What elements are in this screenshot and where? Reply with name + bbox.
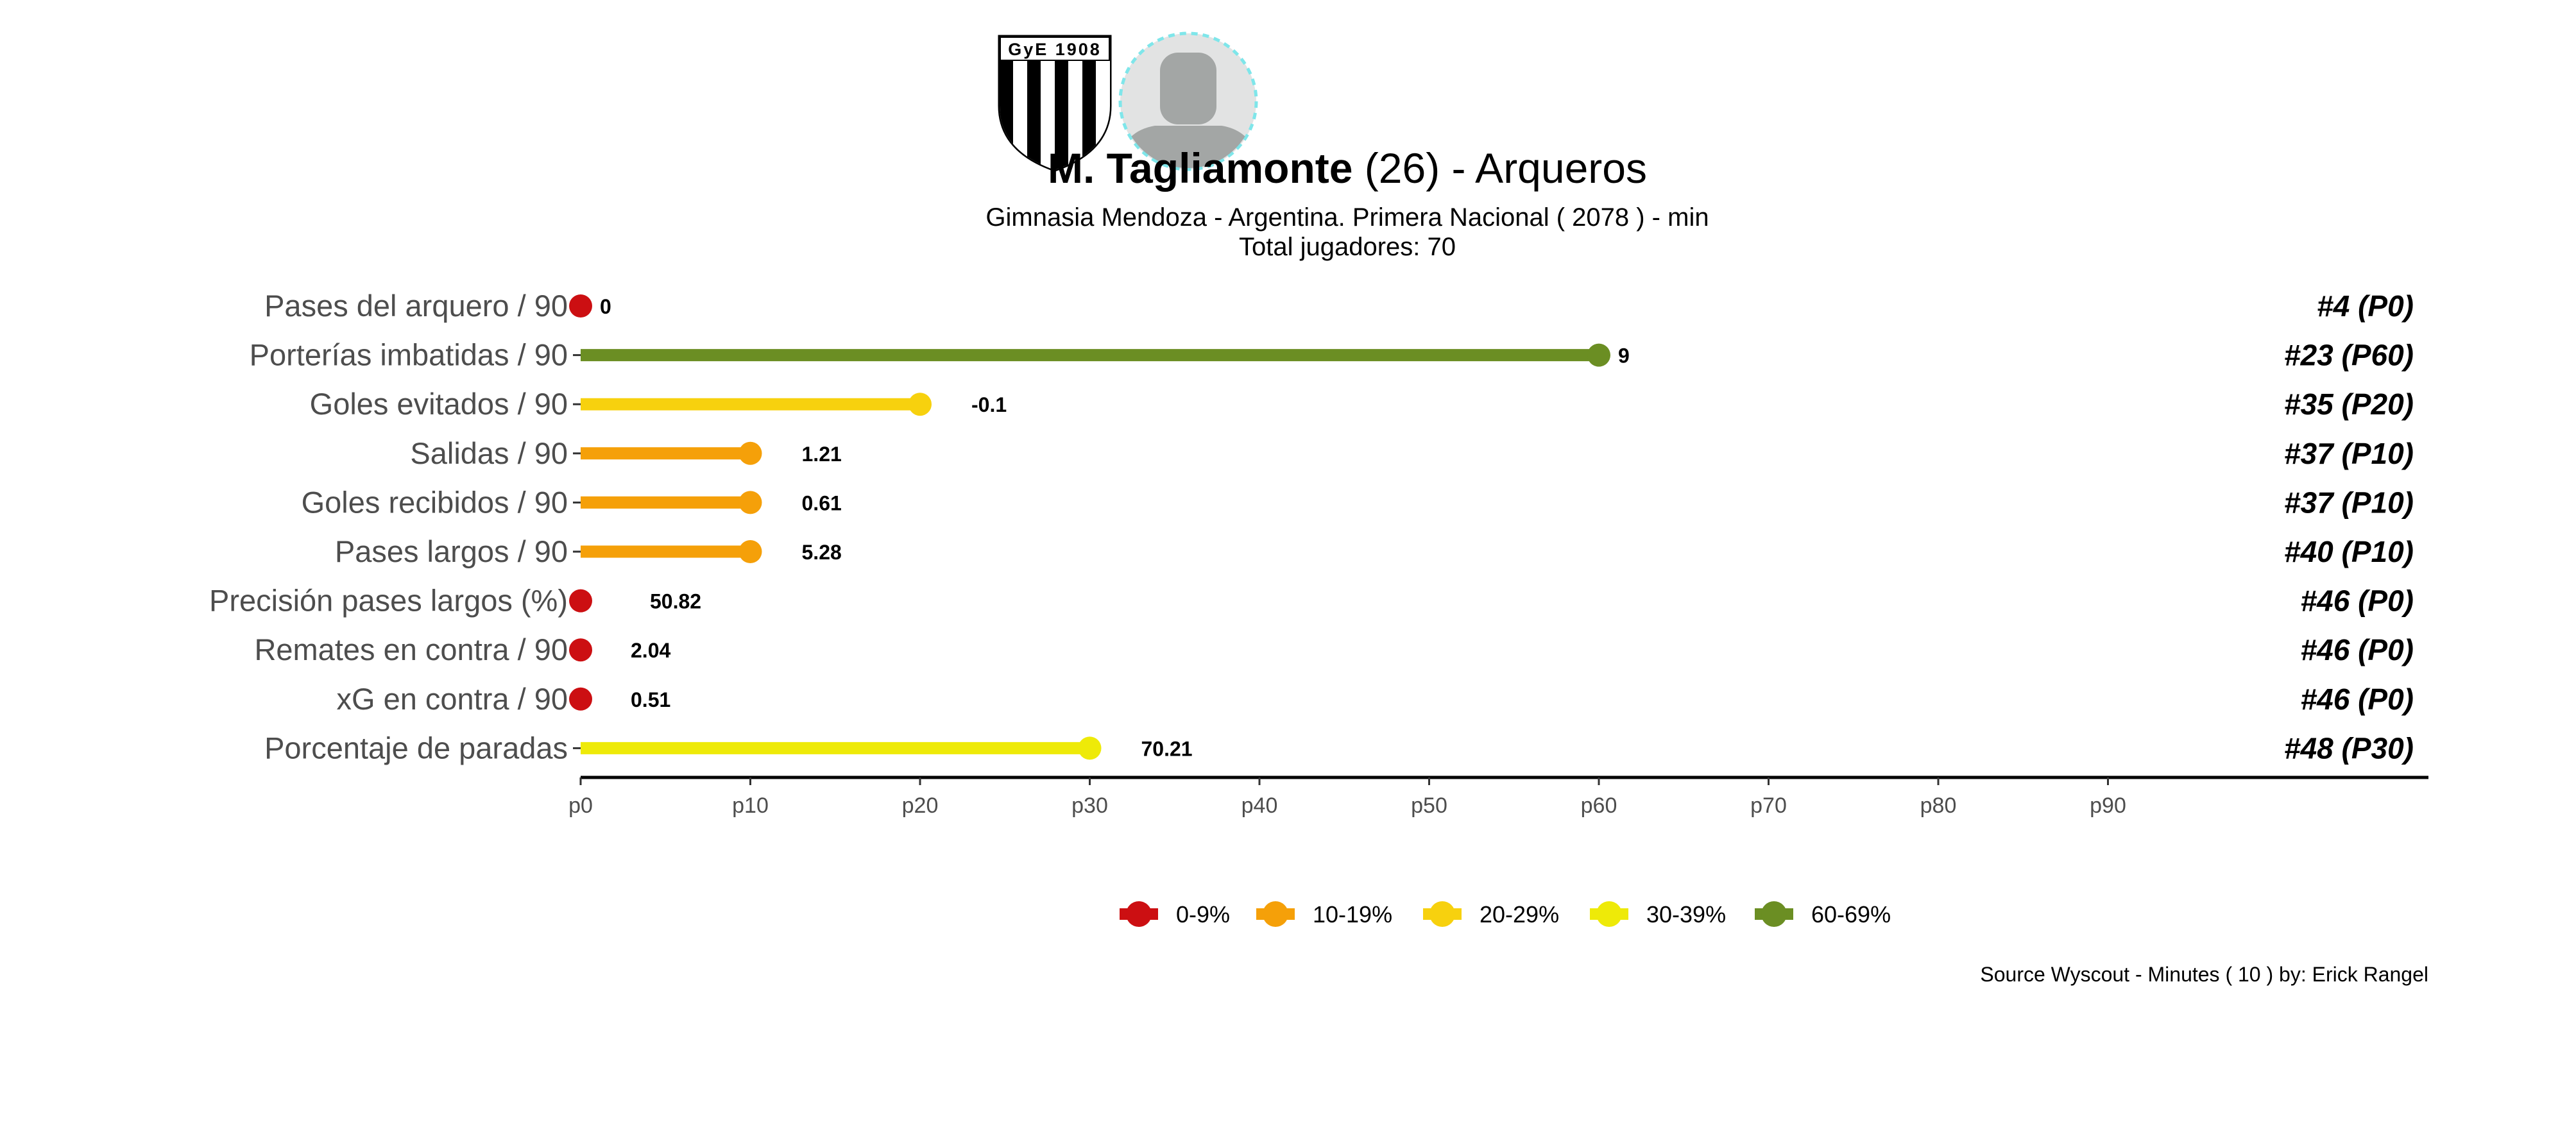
x-tick-label: p80 [1920, 793, 1957, 818]
metric-value: 0.51 [631, 688, 670, 711]
metric-row: Goles evitados / 90 -0.1 #35 (P20) [310, 387, 2414, 421]
lollipop-point [569, 638, 592, 662]
metric-label: Porcentaje de paradas [264, 731, 568, 765]
chart-title: M. Tagliamonte (26) - Arqueros Gimnasia … [985, 144, 1709, 261]
source-caption: Source Wyscout - Minutes ( 10 ) by: Eric… [1980, 963, 2428, 986]
club-shield-text: GyE 1908 [1008, 40, 1102, 59]
legend-item: 0-9% [1120, 901, 1230, 928]
player-avatar [1118, 31, 1258, 171]
x-tick-label: p50 [1411, 793, 1447, 818]
metric-rank: #37 (P10) [2284, 437, 2414, 470]
legend-label: 30-39% [1646, 901, 1726, 928]
total-players: Total jugadores: 70 [1239, 233, 1456, 261]
metric-row: Remates en contra / 90 2.04 #46 (P0) [254, 632, 2414, 666]
x-tick-label: p40 [1241, 793, 1278, 818]
x-tick-label: p10 [732, 793, 769, 818]
x-tick-label: p30 [1071, 793, 1108, 818]
metric-value: 50.82 [650, 590, 701, 613]
lollipop-point [569, 589, 592, 613]
metric-label: Salidas / 90 [410, 436, 568, 470]
metric-value: 0.61 [802, 491, 842, 514]
metric-row: Pases largos / 90 5.28 #40 (P10) [335, 534, 2414, 568]
legend-swatch-point [1429, 901, 1455, 927]
legend-label: 20-29% [1480, 901, 1559, 928]
lollipop-point [738, 441, 762, 465]
metric-rank: #46 (P0) [2301, 682, 2414, 716]
lollipop-point [1078, 736, 1102, 760]
metric-rank: #37 (P10) [2284, 486, 2414, 519]
metric-value: 0 [600, 295, 611, 318]
metric-value: 2.04 [631, 639, 670, 662]
metric-rank: #40 (P10) [2284, 535, 2414, 568]
lollipop-point [569, 687, 592, 711]
metric-value: 70.21 [1141, 737, 1193, 760]
metric-row: Porcentaje de paradas 70.21 #48 (P30) [264, 731, 2414, 765]
metric-label: Porterías imbatidas / 90 [250, 338, 568, 372]
legend-swatch-point [1596, 901, 1622, 927]
legend-item: 20-29% [1423, 901, 1559, 928]
legend-item: 60-69% [1755, 901, 1891, 928]
legend-swatch-point [1263, 901, 1288, 927]
metric-label: Precisión pases largos (%) [209, 584, 568, 618]
metric-label: xG en contra / 90 [336, 682, 568, 716]
metric-value: 1.21 [802, 443, 842, 466]
metric-row: xG en contra / 90 0.51 #46 (P0) [336, 682, 2414, 716]
metric-rank: #46 (P0) [2301, 584, 2414, 618]
legend-item: 10-19% [1256, 901, 1392, 928]
legend-swatch-point [1761, 901, 1787, 927]
svg-text:M. Tagliamonte (26) - Arquero: M. Tagliamonte (26) - Arqueros [1048, 144, 1647, 192]
lollipop-point [738, 540, 762, 563]
chart-subtitle: Gimnasia Mendoza - Argentina. Primera Na… [985, 203, 1709, 232]
plot-area: p0 p10 p20 p30 p40 p50 p60 p70 p80 p90 Pases del a… [209, 289, 2428, 818]
x-tick-label: p0 [568, 793, 593, 818]
legend-item: 30-39% [1590, 901, 1726, 928]
metric-label: Pases del arquero / 90 [264, 289, 568, 323]
legend-swatch-point [1126, 901, 1152, 927]
metric-rank: #4 (P0) [2317, 289, 2414, 323]
metric-rank: #23 (P60) [2284, 339, 2414, 372]
metric-label: Goles recibidos / 90 [302, 485, 568, 519]
metric-row: Porterías imbatidas / 90 9 #23 (P60) [250, 338, 2414, 372]
lollipop-point [1587, 343, 1610, 367]
legend-label: 10-19% [1313, 901, 1392, 928]
metric-label: Pases largos / 90 [335, 534, 568, 568]
x-tick-label: p70 [1750, 793, 1787, 818]
legend: 0-9% 10-19% 20-29% 30-39% 60-69% [1120, 901, 1891, 928]
metric-row: Salidas / 90 1.21 #37 (P10) [410, 436, 2414, 470]
metric-value: -0.1 [971, 393, 1007, 416]
x-tick-label: p20 [902, 793, 939, 818]
metric-value: 5.28 [802, 541, 842, 564]
metric-label: Remates en contra / 90 [254, 632, 568, 666]
metric-rank: #48 (P30) [2284, 731, 2414, 765]
metric-label: Goles evitados / 90 [310, 387, 568, 421]
x-tick-label: p90 [2090, 793, 2126, 818]
legend-label: 0-9% [1176, 901, 1230, 928]
metric-row: Pases del arquero / 90 0 #4 (P0) [264, 289, 2414, 323]
x-tick-label: p60 [1581, 793, 1617, 818]
title-details: (26) - Arqueros [1352, 144, 1647, 192]
metric-value: 9 [1618, 344, 1630, 368]
metric-rank: #46 (P0) [2301, 633, 2414, 666]
legend-label: 60-69% [1811, 901, 1891, 928]
lollipop-point [738, 491, 762, 514]
metric-row: Goles recibidos / 90 0.61 #37 (P10) [302, 485, 2414, 519]
metric-rank: #35 (P20) [2284, 387, 2414, 421]
player-name: M. Tagliamonte [1048, 144, 1352, 192]
metric-row: Precisión pases largos (%) 50.82 #46 (P0) [209, 584, 2414, 618]
lollipop-point [569, 294, 592, 318]
lollipop-point [908, 393, 932, 416]
